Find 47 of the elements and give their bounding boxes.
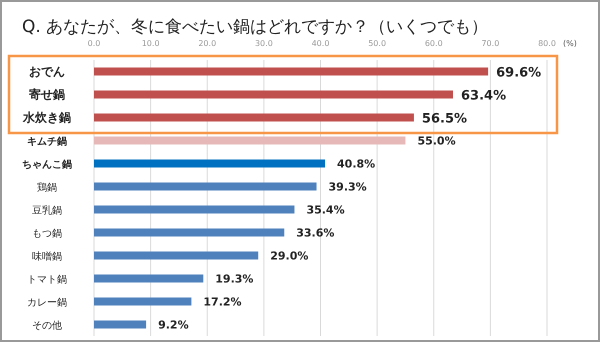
data-label: 17.2%	[203, 296, 242, 308]
y-tick-label: 寄せ鍋	[29, 88, 65, 102]
x-tick-label: 10.0	[142, 39, 160, 48]
x-tick-label: 70.0	[481, 39, 500, 48]
x-tick-label: 80.0	[538, 39, 556, 48]
bar	[94, 68, 488, 76]
bar	[94, 320, 146, 328]
y-tick-label: トマト鍋	[27, 274, 67, 286]
y-tick-label: キムチ鍋	[27, 136, 67, 148]
y-tick-label: ちゃんこ鍋	[22, 158, 72, 170]
bar	[94, 228, 284, 236]
data-label: 39.3%	[328, 180, 367, 194]
x-tick-label: 40.0	[312, 39, 330, 48]
bar	[94, 206, 294, 214]
data-label: 9.2%	[158, 318, 189, 332]
data-label: 56.5%	[422, 112, 468, 126]
x-tick-label: 20.0	[198, 39, 216, 48]
bar	[94, 160, 326, 168]
chart-title: Q. あなたが、冬に食べたい鍋はどれですか？（いくつでも）	[22, 17, 488, 37]
x-tick-label: 60.0	[424, 39, 443, 48]
bar	[94, 114, 414, 122]
bar	[94, 274, 204, 282]
y-tick-label: 味噌鍋	[32, 250, 62, 262]
data-label: 19.3%	[215, 272, 254, 286]
y-tick-label: もつ鍋	[32, 228, 62, 240]
x-tick-label: 30.0	[254, 39, 273, 48]
data-label: 55.0%	[417, 134, 456, 148]
y-tick-label: 鶏鍋	[37, 182, 57, 194]
data-label: 69.6%	[496, 66, 542, 80]
bar	[94, 90, 454, 98]
x-tick-label: 50.0	[368, 39, 386, 48]
y-tick-label: カレー鍋	[27, 298, 67, 308]
data-label: 29.0%	[270, 250, 308, 262]
x-tick-label: 0.0	[88, 39, 100, 48]
data-label: 63.4%	[461, 88, 506, 104]
bar	[94, 136, 406, 144]
bar	[94, 182, 317, 190]
data-label: 40.8%	[337, 158, 376, 170]
data-label: 35.4%	[306, 204, 345, 216]
y-tick-label: 水炊き鍋	[22, 110, 71, 124]
bar	[94, 252, 258, 260]
data-label: 33.6%	[296, 226, 334, 240]
y-tick-label: 豆乳鍋	[32, 204, 62, 216]
y-tick-label: その他	[32, 320, 62, 332]
x-axis-title: (%)	[563, 39, 577, 48]
y-tick-label: おでん	[29, 64, 65, 78]
bar	[94, 298, 192, 306]
